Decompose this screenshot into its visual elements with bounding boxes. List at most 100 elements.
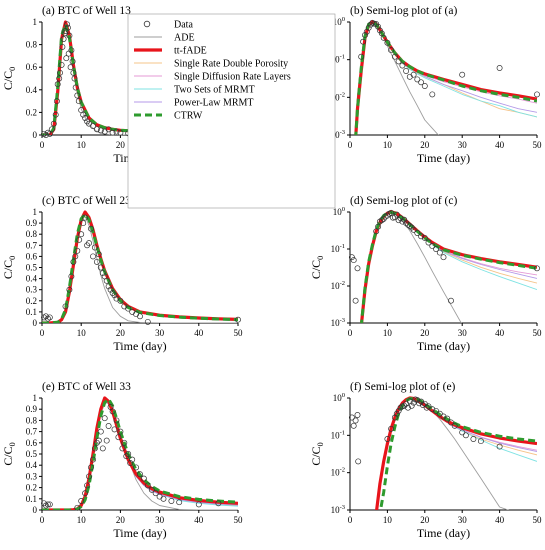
y-tick-label: 0.8 [26,415,38,425]
data-point [348,254,355,261]
data-point [429,243,436,250]
data-point [137,471,143,478]
x-tick-label: 30 [155,328,165,338]
x-axis-label: Time (day) [113,339,166,353]
data-point [421,83,428,89]
data-point [76,236,83,243]
y-tick-label: 0 [33,130,38,140]
y-axis-label: C/C0 [309,442,325,465]
data-point [401,216,408,223]
data-point [75,98,82,105]
x-tick-label: 40 [194,515,204,525]
data-point [148,486,155,493]
data-point [384,436,391,442]
y-axis-label: C/C0 [309,256,325,279]
chart-panel-5: 0 10 20 30 40 5000.10.20.30.40.50.60.70.80.91… [1,381,243,540]
data-point [425,403,432,410]
y-tick-label: 0.7 [26,240,38,250]
data-point [350,257,357,264]
data-point [82,490,89,497]
data-point [384,212,391,219]
data-point [496,443,503,450]
data-point [391,414,398,421]
data-point [418,233,425,240]
data-point [91,445,98,452]
x-tick-label: 20 [116,140,126,150]
legend-label: CTRW [174,111,203,122]
data-point [105,126,112,133]
y-tick-label: 0 [33,505,38,515]
y-tick-label: 0.1 [26,494,37,504]
data-point [99,270,106,277]
x-tick-label: 20 [116,328,126,338]
series-line-ctrw [360,210,537,323]
data-point [127,460,134,466]
legend: Data ADE tt-fADE Single Rate Double Porosit… [127,13,336,209]
data-point [52,111,59,118]
y-tick-label: 10-1 [331,54,345,65]
chart-panel-2: 0 10 20 30 40 50 10-3 10-2 10-1 100 (b) Semi-log p… [309,5,542,165]
data-point [459,71,466,78]
chart-panel-3: 0 10 20 30 40 5000.10.20.30.40.50.60.70.80.91… [1,195,243,353]
data-point [105,283,112,290]
series-line-single-rate-double-porosity [42,400,238,510]
y-tick-label: 10-1 [331,429,345,440]
chart-title: (b) Semi-log plot of (a) [350,5,457,17]
y-tick-label: 0.4 [26,460,38,470]
data-point [399,62,406,69]
data-point [433,407,439,414]
x-tick-label: 20 [420,140,430,150]
data-point [414,230,421,236]
data-point [433,246,439,252]
legend-box [127,13,336,209]
data-point [470,436,477,442]
curves [375,396,537,510]
data-point [60,36,67,42]
data-point [46,501,53,508]
data-point [376,27,383,34]
data-point [140,475,147,482]
data-point [97,264,104,271]
curves [359,210,537,323]
data-point [176,499,183,506]
curves [42,210,238,323]
data-point [67,64,74,71]
y-tick-label: 0.6 [26,251,38,261]
y-tick-label: 10-2 [331,467,345,478]
data-point [74,504,81,511]
data-point [388,47,395,54]
data-point [375,223,382,230]
x-tick-label: 30 [458,515,468,525]
data-point [44,501,51,508]
legend-entry: CTRW [134,111,203,122]
data-point [391,53,398,60]
y-tick-label: 0.6 [26,438,38,448]
x-tick-label: 0 [348,140,353,150]
data-point [68,273,75,280]
data-point [436,249,443,256]
data-point [376,218,383,225]
data-point [90,123,96,129]
x-tick-label: 50 [533,140,543,150]
data-point [448,419,454,426]
series-line-ctrw [42,212,238,323]
data-point [71,75,78,82]
data-point [156,493,163,500]
y-tick-label: 100 [333,16,345,27]
series-line-two-sets-of-mrmt [42,400,238,510]
data-point [534,91,540,98]
data-point [117,428,124,435]
data-point [388,209,395,216]
y-tick-label: 10-3 [331,317,345,328]
data-point [72,84,79,91]
data-point [80,220,87,227]
data-point [367,21,374,28]
data-point [70,258,77,265]
data-point [69,58,76,65]
chart-title: (e) BTC of Well 33 [42,381,131,393]
chart-panel-6: 0 10 20 30 40 50 10-3 10-2 10-1 100 (f) Semi-log p… [309,381,542,540]
y-tick-label: 0.2 [26,296,37,306]
x-axis-label: Time (day) [417,526,470,540]
data-point [117,297,124,304]
x-axis-label: Time (day) [417,151,470,165]
